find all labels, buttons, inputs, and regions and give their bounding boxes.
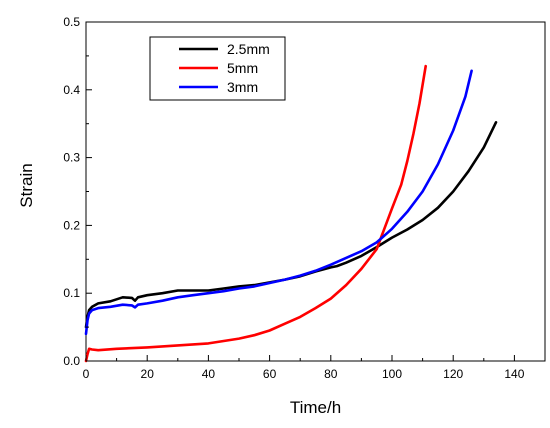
y-tick-label: 0.0 (63, 354, 80, 368)
x-tick-label: 40 (202, 367, 216, 381)
x-tick-label: 100 (382, 367, 402, 381)
y-tick-label: 0.5 (63, 15, 80, 29)
legend-label: 3mm (227, 79, 258, 95)
legend-label: 2.5mm (227, 41, 270, 57)
legend: 2.5mm 5mm 3mm (149, 36, 286, 101)
legend-label: 5mm (227, 60, 258, 76)
x-tick-label: 80 (324, 367, 338, 381)
x-tick-label: 0 (83, 367, 90, 381)
y-tick-label: 0.1 (63, 286, 80, 300)
x-tick-label: 60 (263, 367, 277, 381)
x-tick-label: 140 (504, 367, 524, 381)
x-tick-label: 120 (443, 367, 463, 381)
x-axis-title: Time/h (290, 398, 341, 417)
ticks-layer: 0 20 40 60 80 100 120 140 0.0 0.1 0.2 0.3 0.4 0.5 (63, 15, 524, 381)
y-tick-label: 0.3 (63, 151, 80, 165)
y-tick-label: 0.2 (63, 218, 80, 232)
series-line-3mm (84, 69, 473, 336)
series-layer (84, 64, 498, 363)
x-tick-label: 20 (141, 367, 155, 381)
y-tick-label: 0.4 (63, 83, 80, 97)
series-line-5mm (84, 64, 428, 363)
y-axis-title: Strain (17, 163, 36, 207)
series-line-2.5mm (84, 121, 498, 329)
